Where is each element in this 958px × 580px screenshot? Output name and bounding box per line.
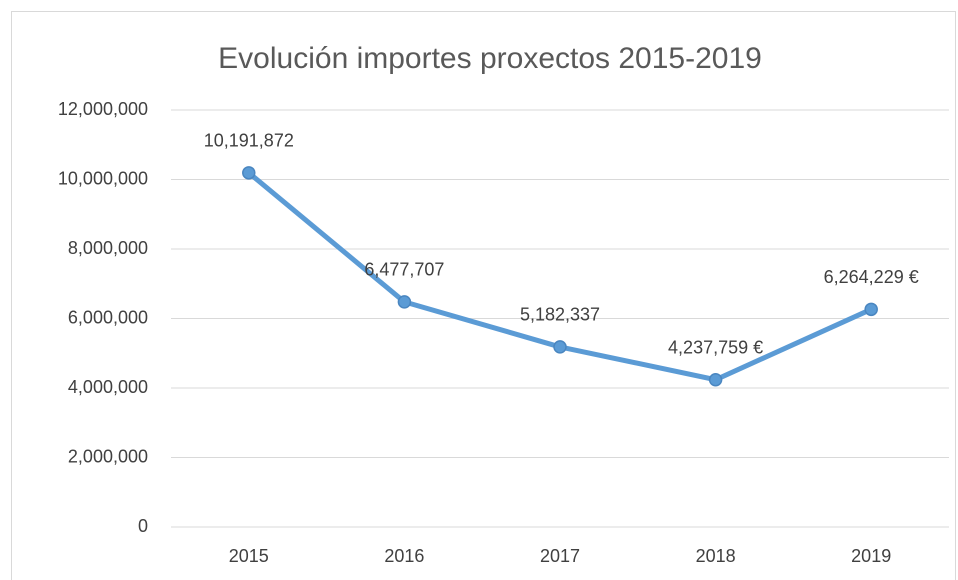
x-tick-label: 2019	[851, 546, 891, 566]
y-tick-label: 2,000,000	[68, 446, 148, 466]
data-label: 6,264,229 €	[824, 267, 919, 287]
data-label: 4,237,759 €	[668, 337, 763, 357]
chart-title: Evolución importes proxectos 2015-2019	[218, 42, 762, 75]
y-tick-label: 10,000,000	[58, 168, 148, 188]
y-tick-label: 12,000,000	[58, 99, 148, 119]
x-tick-label: 2018	[696, 546, 736, 566]
x-tick-label: 2016	[384, 546, 424, 566]
data-label: 5,182,337	[520, 305, 600, 325]
x-tick-label: 2017	[540, 546, 580, 566]
data-point	[553, 340, 567, 354]
y-tick-label: 0	[138, 516, 148, 536]
y-tick-label: 8,000,000	[68, 238, 148, 258]
data-point	[397, 295, 412, 309]
y-tick-label: 6,000,000	[68, 307, 148, 327]
data-point	[242, 166, 256, 180]
chart-border	[11, 11, 956, 580]
y-tick-label: 4,000,000	[68, 377, 148, 397]
data-point	[864, 302, 878, 317]
data-label: 6,477,707	[364, 260, 444, 280]
x-tick-label: 2015	[229, 546, 269, 566]
data-label: 10,191,872	[204, 131, 294, 151]
data-point	[708, 372, 723, 387]
